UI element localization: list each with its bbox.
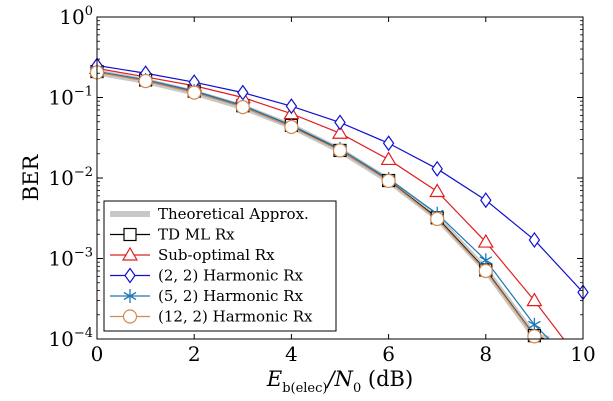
legend-label-1: TD ML Rx — [158, 226, 235, 244]
legend-marker-4 — [123, 289, 137, 303]
legend-marker-5 — [122, 309, 138, 324]
series-2-point — [380, 151, 397, 166]
x-tick-label: 0 — [91, 342, 104, 366]
series-5-point — [430, 211, 445, 227]
series-3-point — [431, 160, 443, 177]
series-5-point — [235, 99, 250, 115]
x-tick-label: 6 — [382, 342, 395, 366]
star-stroke — [528, 320, 541, 329]
x-axis-label: Eb(elec)/N0 (dB) — [266, 367, 413, 396]
series-line-5 — [97, 71, 535, 337]
legend-label-4: (5, 2) Harmonic Rx — [158, 287, 303, 305]
legend-label-3: (2, 2) Harmonic Rx — [158, 267, 303, 285]
series-5-point — [138, 73, 153, 89]
series-3-point — [382, 135, 395, 152]
legend-marker-3 — [124, 267, 136, 284]
series-5-point — [187, 85, 202, 100]
series-3-point — [480, 192, 492, 209]
x-label-sub: b(elec) — [282, 381, 327, 396]
legend-label-2: Sub-optimal Rx — [158, 246, 275, 264]
tick-layer: 0 2 4 6 8 10 100 10−1 10−2 10−3 10−4 — [48, 4, 595, 366]
series-5-point — [381, 173, 396, 189]
series-3-point — [285, 98, 298, 115]
y-tick-label: 100 — [59, 4, 93, 29]
x-label-unit: (dB) — [361, 367, 413, 391]
legend-label-0: Theoretical Approx. — [158, 205, 309, 223]
x-tick-label: 2 — [188, 342, 201, 366]
legend-box — [103, 200, 337, 332]
legend: Theoretical Approx. TD ML Rx Sub-optimal R… — [103, 200, 337, 332]
star-stroke — [479, 256, 493, 265]
star-stroke — [123, 291, 137, 301]
series-2-point — [429, 183, 446, 198]
legend-marker-1 — [123, 227, 137, 242]
series-2-point — [526, 292, 543, 307]
series-3-point — [334, 114, 346, 131]
x-label-n: /N — [325, 367, 353, 391]
y-axis-label: BER — [19, 154, 43, 202]
x-label-sub2: 0 — [353, 381, 361, 396]
y-tick-label: 10−1 — [48, 85, 93, 110]
x-tick-label: 8 — [479, 342, 492, 366]
x-tick-label: 10 — [570, 342, 595, 366]
series-5-point — [478, 263, 493, 279]
marker-layer — [88, 57, 589, 344]
series-2-point — [477, 233, 494, 248]
y-tick-label: 10−3 — [48, 246, 93, 271]
series-3-point — [528, 231, 541, 248]
y-tick-label: 10−4 — [48, 326, 93, 351]
series-5-point — [332, 143, 348, 158]
series-5-point — [527, 329, 542, 344]
series-5-point — [284, 119, 299, 135]
x-tick-label: 4 — [285, 342, 298, 366]
series-2-point — [331, 125, 349, 139]
legend-marker-2 — [121, 246, 139, 261]
legend-label-5: (12, 2) Harmonic Rx — [158, 308, 313, 326]
x-label-e: E — [266, 367, 282, 391]
y-tick-label: 10−2 — [48, 165, 93, 190]
